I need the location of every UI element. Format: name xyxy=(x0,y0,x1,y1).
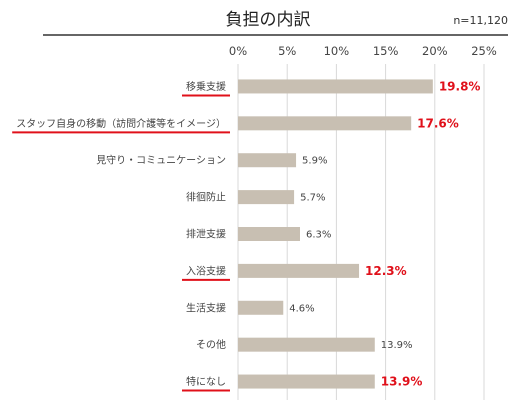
x-tick-label: 20% xyxy=(422,44,448,58)
x-tick-label: 25% xyxy=(471,44,497,58)
category-label: 徘徊防止 xyxy=(186,191,226,204)
value-label: 19.8% xyxy=(439,79,481,93)
x-tick-label: 0% xyxy=(229,44,247,58)
x-tick-label: 5% xyxy=(278,44,296,58)
x-axis-tick-labels: 0% 5% 10% 15% 20% 25% xyxy=(229,44,497,58)
bar xyxy=(238,116,412,131)
chart-title: 負担の内訳 xyxy=(226,10,311,30)
value-labels: 19.8% 17.6% 5.9% 5.7% 6.3% 12.3% 4.6% 13.9% 13.9… xyxy=(289,79,480,388)
category-label: 生活支援 xyxy=(186,301,226,314)
category-label: スタッフ自身の移動（訪問介護等をイメージ） xyxy=(16,117,226,130)
value-label: 13.9% xyxy=(381,375,423,389)
bar xyxy=(238,337,375,352)
value-label: 12.3% xyxy=(365,264,407,278)
bars xyxy=(238,79,433,389)
category-label: 排泄支援 xyxy=(186,228,226,241)
bar xyxy=(238,190,295,205)
value-label: 13.9% xyxy=(381,340,413,351)
value-label: 5.7% xyxy=(300,193,325,204)
category-label: 見守り・コミュニケーション xyxy=(96,154,226,167)
category-label: 入浴支援 xyxy=(186,264,226,277)
bar xyxy=(238,263,360,278)
highlight-underlines xyxy=(12,94,230,392)
value-label: 5.9% xyxy=(302,156,327,167)
bar xyxy=(238,227,300,241)
category-label: 特になし xyxy=(186,376,226,388)
bar xyxy=(238,374,375,389)
category-label: その他 xyxy=(196,338,226,351)
bar xyxy=(238,79,433,94)
bar xyxy=(238,300,284,315)
x-tick-label: 15% xyxy=(373,44,399,58)
sample-size-note: n=11,120 xyxy=(453,14,508,27)
bar xyxy=(238,153,297,168)
value-label: 4.6% xyxy=(289,303,314,314)
category-label: 移乗支援 xyxy=(186,80,226,93)
x-tick-label: 10% xyxy=(324,44,350,58)
value-label: 17.6% xyxy=(417,116,459,130)
value-label: 6.3% xyxy=(306,230,331,241)
